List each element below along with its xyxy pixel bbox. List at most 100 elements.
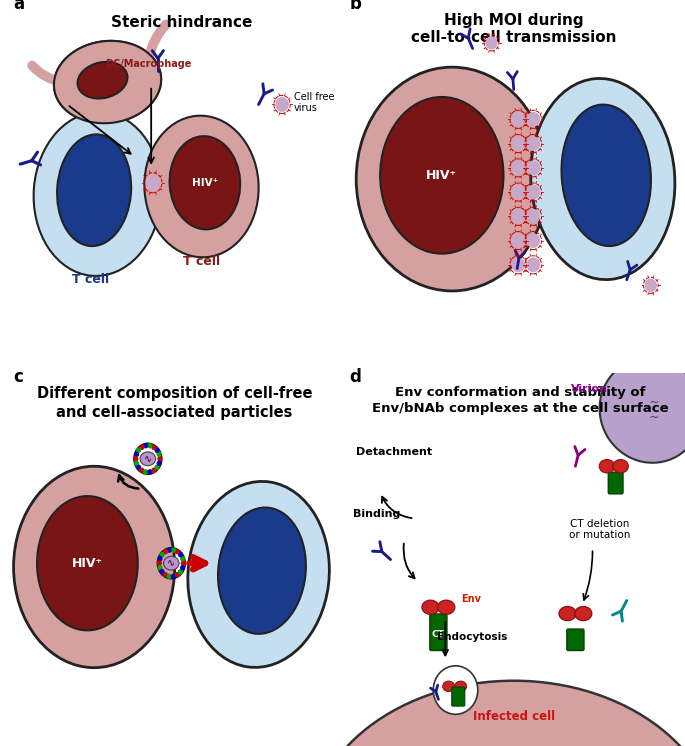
Ellipse shape — [77, 62, 127, 98]
Circle shape — [179, 553, 182, 557]
Ellipse shape — [559, 606, 576, 621]
Circle shape — [512, 234, 524, 247]
Circle shape — [175, 573, 179, 577]
Circle shape — [155, 448, 159, 452]
Text: Env conformation and stability of
Env/bNAb complexes at the cell surface: Env conformation and stability of Env/bN… — [372, 386, 669, 415]
Text: Steric hindrance: Steric hindrance — [111, 15, 252, 30]
Circle shape — [148, 470, 152, 474]
Ellipse shape — [562, 104, 651, 246]
Ellipse shape — [308, 680, 685, 746]
Circle shape — [160, 570, 164, 574]
Ellipse shape — [422, 600, 439, 614]
Circle shape — [137, 448, 140, 452]
Circle shape — [527, 161, 540, 175]
Circle shape — [512, 161, 524, 175]
Ellipse shape — [188, 481, 329, 668]
Text: HIV⁺: HIV⁺ — [426, 169, 458, 182]
Ellipse shape — [37, 496, 138, 630]
Ellipse shape — [531, 78, 675, 280]
Circle shape — [155, 466, 159, 469]
Ellipse shape — [140, 452, 155, 466]
Circle shape — [158, 557, 162, 561]
Text: High MOI during
cell-to-cell transmission: High MOI during cell-to-cell transmissio… — [411, 13, 616, 46]
Circle shape — [527, 137, 540, 151]
Circle shape — [148, 444, 152, 448]
Circle shape — [527, 258, 540, 272]
Text: Cell free
virus: Cell free virus — [294, 92, 334, 113]
Ellipse shape — [164, 557, 179, 570]
Ellipse shape — [356, 67, 548, 291]
Circle shape — [181, 565, 184, 570]
Circle shape — [433, 665, 477, 715]
FancyBboxPatch shape — [566, 629, 584, 651]
Circle shape — [512, 258, 524, 272]
Circle shape — [134, 457, 138, 461]
FancyBboxPatch shape — [430, 614, 447, 651]
Ellipse shape — [455, 681, 466, 692]
Circle shape — [164, 550, 167, 554]
Circle shape — [158, 461, 161, 466]
Text: b: b — [349, 0, 361, 13]
Circle shape — [158, 457, 162, 461]
Circle shape — [486, 37, 497, 48]
Circle shape — [158, 452, 161, 457]
Circle shape — [152, 445, 155, 449]
Text: T cell: T cell — [72, 274, 110, 286]
Ellipse shape — [599, 460, 614, 473]
Circle shape — [158, 561, 161, 565]
FancyBboxPatch shape — [452, 687, 464, 706]
Circle shape — [135, 452, 138, 457]
Circle shape — [512, 137, 524, 151]
Circle shape — [527, 113, 540, 126]
Text: Infected cell: Infected cell — [473, 710, 555, 723]
Ellipse shape — [443, 681, 455, 692]
Ellipse shape — [170, 137, 240, 229]
Ellipse shape — [77, 62, 127, 98]
Text: CT: CT — [432, 630, 445, 639]
Ellipse shape — [54, 41, 161, 123]
Text: Env: Env — [460, 595, 481, 604]
Text: Detachment: Detachment — [356, 447, 432, 457]
Text: d: d — [349, 369, 361, 386]
Circle shape — [179, 570, 182, 574]
Circle shape — [152, 468, 155, 472]
Ellipse shape — [575, 606, 592, 621]
Ellipse shape — [54, 41, 161, 123]
Circle shape — [144, 470, 147, 474]
Text: HIV⁺: HIV⁺ — [72, 557, 103, 570]
Circle shape — [175, 550, 179, 554]
Ellipse shape — [34, 112, 162, 276]
Circle shape — [527, 185, 540, 199]
Text: Virion: Virion — [571, 383, 608, 394]
Ellipse shape — [599, 358, 685, 463]
Circle shape — [140, 445, 144, 449]
Circle shape — [140, 468, 144, 472]
Circle shape — [171, 548, 175, 552]
Text: Endocytosis: Endocytosis — [438, 632, 508, 642]
Text: ∿: ∿ — [144, 454, 152, 464]
Circle shape — [144, 444, 147, 448]
Ellipse shape — [57, 134, 131, 246]
Circle shape — [181, 557, 184, 561]
Circle shape — [160, 553, 164, 557]
Circle shape — [135, 461, 138, 466]
Circle shape — [512, 210, 524, 223]
Text: DC/Macrophage: DC/Macrophage — [105, 59, 191, 69]
Ellipse shape — [14, 466, 175, 668]
Ellipse shape — [438, 600, 455, 614]
Text: c: c — [14, 369, 23, 386]
Text: HIV⁺: HIV⁺ — [192, 178, 218, 188]
FancyBboxPatch shape — [608, 472, 623, 494]
Circle shape — [276, 98, 288, 111]
Circle shape — [645, 279, 656, 291]
Text: Binding: Binding — [353, 509, 401, 518]
Text: Different composition of cell-free
and cell-associated particles: Different composition of cell-free and c… — [37, 386, 312, 420]
Circle shape — [158, 565, 162, 570]
Ellipse shape — [380, 97, 503, 254]
Ellipse shape — [613, 460, 628, 473]
Text: CT deletion
or mutation: CT deletion or mutation — [569, 519, 630, 540]
Ellipse shape — [145, 116, 259, 257]
Text: T cell: T cell — [183, 255, 220, 268]
Text: ∿: ∿ — [167, 558, 175, 568]
Circle shape — [146, 175, 160, 190]
